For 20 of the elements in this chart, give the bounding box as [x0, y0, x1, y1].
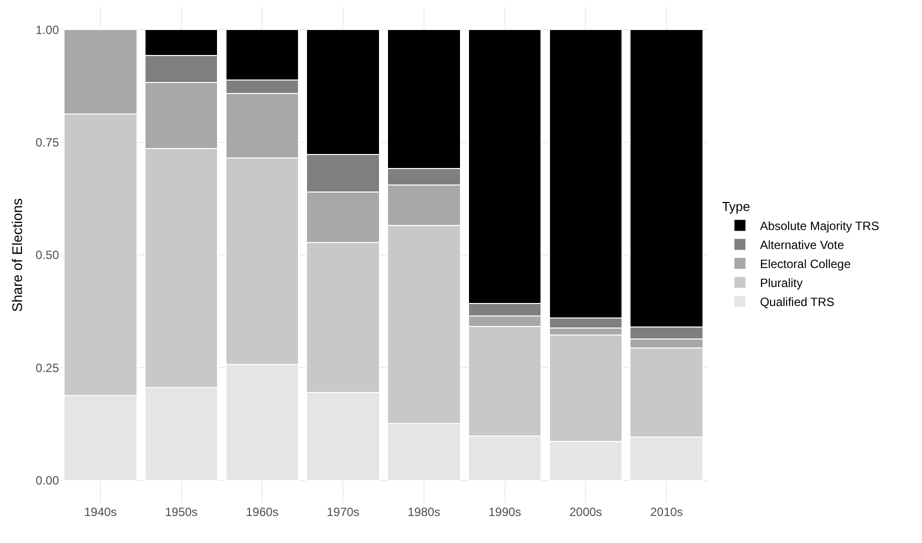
- y-tick-label: 0.50: [36, 248, 60, 262]
- y-tick-label: 0.00: [36, 474, 60, 488]
- y-tick-label: 0.25: [36, 360, 60, 375]
- x-tick-label: 2000s: [569, 505, 602, 519]
- legend-label: Absolute Majority TRS: [760, 219, 880, 234]
- x-tick-label: 1980s: [408, 505, 440, 519]
- y-axis-title: Share of Elections: [9, 198, 25, 312]
- y-tick-label: 0.75: [36, 135, 60, 150]
- x-tick-label: 1970s: [326, 505, 360, 519]
- x-tick-label: 2010s: [650, 505, 683, 519]
- x-tick-label: 1940s: [84, 505, 117, 519]
- legend-title: Type: [722, 198, 750, 214]
- legend-label: Qualified TRS: [760, 295, 834, 310]
- y-tick-label: 1.00: [36, 22, 60, 37]
- x-tick-label: 1960s: [246, 505, 279, 519]
- x-tick-label: 1990s: [488, 505, 522, 519]
- x-tick-label: 1950s: [164, 505, 198, 519]
- legend-label: Plurality: [760, 276, 803, 290]
- legend-label: Electoral College: [760, 257, 851, 272]
- legend-label: Alternative Vote: [760, 238, 844, 252]
